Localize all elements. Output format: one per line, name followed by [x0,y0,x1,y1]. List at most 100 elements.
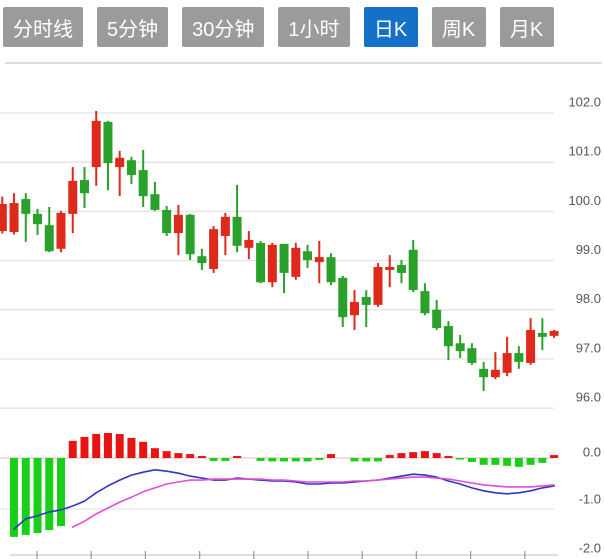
price-axis-label: 98.0 [576,291,601,306]
macd-histogram-bar [103,433,112,458]
price-axis-label: 102.0 [568,94,601,109]
macd-histogram-bar [526,458,535,465]
macd-histogram-bar [409,452,418,458]
macd-histogram-bar [21,458,30,535]
macd-histogram-bar [209,458,218,461]
macd-dif-line [13,468,555,530]
macd-histogram-bar [174,453,183,458]
candle-down [514,353,524,362]
candle-up [244,239,254,248]
macd-histogram-bar [491,458,500,465]
candle-down [197,256,207,264]
tab-daily[interactable]: 日K [363,7,418,47]
candle-down [467,348,477,363]
macd-axis-label: -2.0 [579,540,601,555]
candle-down [537,332,547,337]
candle-down [256,242,266,283]
macd-histogram-bar [315,458,324,460]
candle-wick [494,352,497,380]
macd-histogram-bar [385,455,394,458]
macd-histogram-bar [150,448,159,458]
macd-axis-label: -1.0 [579,491,601,506]
macd-histogram-bar [233,456,242,458]
candle-up [173,214,183,234]
candle-up [502,353,512,373]
macd-histogram-bar [503,458,512,466]
candle-down [44,225,54,252]
macd-histogram-bar [139,441,148,458]
tabbar-divider [5,62,602,64]
tab-30min[interactable]: 30分钟 [182,7,265,47]
candle-up [115,157,125,168]
macd-histogram-bar [127,437,136,458]
macd-histogram-bar [186,454,195,458]
macd-histogram-bar [514,458,523,467]
candle-down [443,326,453,347]
candle-up [0,204,7,232]
price-axis-label: 96.0 [576,390,601,405]
macd-histogram-bar [57,458,65,527]
candle-wick [118,150,121,197]
candle-up [220,216,230,236]
tab-5min[interactable]: 5分钟 [97,7,169,47]
candle-down [138,170,148,197]
price-axis-label: 97.0 [576,340,601,355]
tab-monthly[interactable]: 月K [499,7,554,47]
macd-histogram-bar [10,458,19,537]
macd-histogram-bar [68,440,77,458]
candle-down [21,199,31,214]
timeframe-tabbar: 分时线 5分钟 30分钟 1小时 日K 周K 月K [3,7,554,47]
candle-down [103,121,113,164]
candle-down [338,277,348,318]
candle-up [209,229,219,269]
candle-up [549,330,559,336]
macd-histogram-bar [115,433,124,458]
candle-down [361,297,371,305]
macd-histogram-bar [280,458,289,462]
candle-down [420,291,430,314]
macd-histogram-bar [197,456,206,458]
macd-histogram-bar [303,458,312,462]
macd-histogram-bar [373,458,382,462]
tab-timeline[interactable]: 分时线 [3,7,83,47]
candle-wick [365,290,368,328]
macd-histogram-bar [221,458,230,461]
macd-histogram-bar [327,454,336,458]
candle-down [126,160,136,175]
candle-down [79,179,89,194]
macd-histogram-bar [350,458,359,462]
tab-weekly[interactable]: 周K [431,7,486,47]
macd-histogram-bar [92,433,101,458]
candle-up [267,244,277,283]
candle-wick [388,255,391,288]
candle-up [56,212,66,249]
candle-up [350,301,359,316]
candle-down [150,194,160,210]
candle-down [33,213,43,225]
macd-histogram-bar [456,458,465,460]
candle-down [326,257,336,283]
price-axis-label: 101.0 [568,144,601,159]
tab-1hour[interactable]: 1小时 [278,7,350,47]
candle-down [408,249,418,291]
macd-dea-line [71,476,555,528]
candle-up [373,266,383,305]
candle-down [162,209,172,234]
candle-down [232,216,242,246]
macd-axis-label: 0.0 [583,444,601,459]
candle-down [432,309,442,329]
candle-down [185,214,195,255]
macd-histogram-bar [550,455,559,458]
macd-histogram-bar [362,458,371,462]
candle-wick [24,193,27,242]
candle-up [526,329,536,363]
candle-down [303,251,313,261]
candle-up [68,180,78,214]
candle-up [385,266,395,270]
candle-down [279,243,289,273]
macd-histogram-bar [268,458,277,462]
candle-up [91,120,101,168]
macd-histogram-bar [33,458,42,533]
